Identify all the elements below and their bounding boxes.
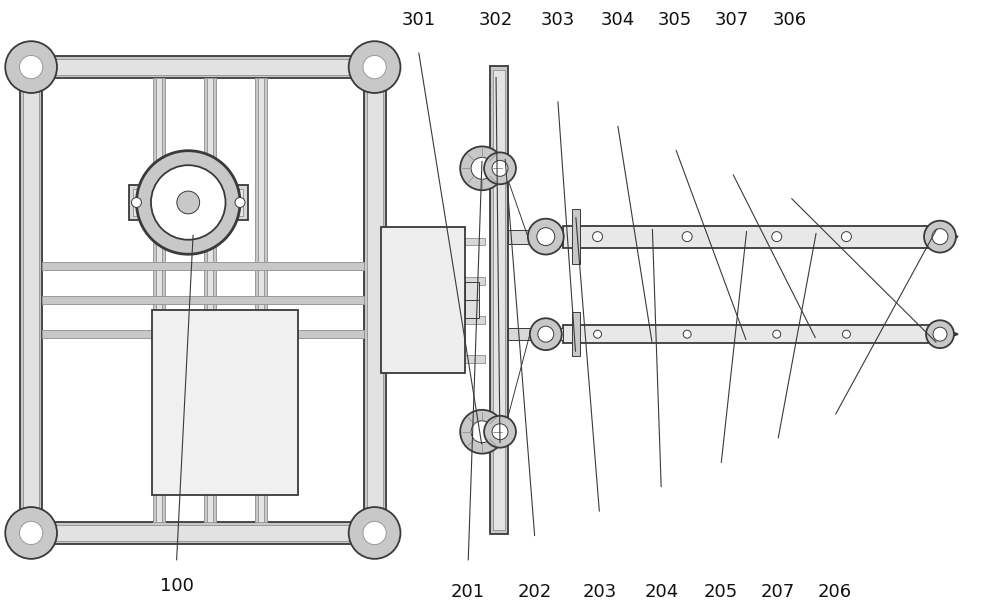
Bar xyxy=(508,230,563,243)
Text: 204: 204 xyxy=(644,583,678,601)
Bar xyxy=(563,326,933,343)
Bar xyxy=(129,185,248,221)
Circle shape xyxy=(349,507,400,559)
Circle shape xyxy=(842,330,850,338)
Circle shape xyxy=(460,410,504,454)
Bar xyxy=(152,310,298,495)
Circle shape xyxy=(682,232,692,242)
Circle shape xyxy=(5,41,57,93)
Bar xyxy=(386,237,485,245)
Circle shape xyxy=(528,219,564,254)
Circle shape xyxy=(926,320,954,348)
Circle shape xyxy=(772,232,782,242)
Bar xyxy=(23,59,383,75)
Circle shape xyxy=(235,197,245,207)
Circle shape xyxy=(19,521,43,544)
Circle shape xyxy=(471,158,493,179)
Bar xyxy=(20,56,386,78)
Text: 303: 303 xyxy=(541,10,575,29)
Text: 205: 205 xyxy=(704,583,738,601)
Bar xyxy=(20,78,42,522)
Text: 203: 203 xyxy=(582,583,617,601)
Polygon shape xyxy=(933,326,958,343)
Text: 301: 301 xyxy=(401,10,435,29)
Bar xyxy=(23,78,39,522)
Bar xyxy=(508,328,563,340)
Bar xyxy=(465,283,479,300)
Bar xyxy=(465,300,479,318)
Circle shape xyxy=(363,521,386,544)
Text: 201: 201 xyxy=(451,583,485,601)
Circle shape xyxy=(19,55,43,78)
Bar xyxy=(153,78,165,522)
Text: 207: 207 xyxy=(761,583,795,601)
Circle shape xyxy=(593,232,603,242)
Bar xyxy=(563,226,933,248)
Bar xyxy=(493,70,505,530)
Circle shape xyxy=(683,330,691,338)
Circle shape xyxy=(492,161,508,177)
Bar xyxy=(572,312,580,356)
Bar xyxy=(156,78,162,522)
Circle shape xyxy=(177,191,200,214)
Bar xyxy=(133,189,243,216)
Circle shape xyxy=(5,507,57,559)
Circle shape xyxy=(933,327,947,341)
Bar xyxy=(42,296,364,304)
Bar xyxy=(23,525,383,541)
Circle shape xyxy=(924,221,956,253)
Bar xyxy=(386,354,485,362)
Circle shape xyxy=(932,229,948,245)
Bar xyxy=(42,330,364,338)
Bar xyxy=(386,316,485,324)
Circle shape xyxy=(538,326,554,342)
Bar xyxy=(572,209,580,264)
Circle shape xyxy=(773,330,781,338)
Circle shape xyxy=(460,147,504,190)
Text: 307: 307 xyxy=(715,10,749,29)
Circle shape xyxy=(484,416,516,447)
Text: 100: 100 xyxy=(160,577,193,595)
Circle shape xyxy=(131,197,141,207)
Circle shape xyxy=(484,153,516,185)
Text: 306: 306 xyxy=(773,10,807,29)
Bar xyxy=(381,227,465,373)
Bar xyxy=(364,78,386,522)
Text: 304: 304 xyxy=(600,10,635,29)
Circle shape xyxy=(841,232,851,242)
Bar xyxy=(20,522,386,544)
Bar xyxy=(204,78,216,522)
Circle shape xyxy=(537,227,555,246)
Polygon shape xyxy=(933,226,958,248)
Circle shape xyxy=(136,151,240,254)
Text: 202: 202 xyxy=(518,583,552,601)
Text: 206: 206 xyxy=(817,583,852,601)
Bar xyxy=(255,78,267,522)
Circle shape xyxy=(151,165,226,240)
Circle shape xyxy=(492,424,508,440)
Circle shape xyxy=(530,318,562,350)
Circle shape xyxy=(594,330,602,338)
Bar xyxy=(386,276,485,284)
Circle shape xyxy=(363,55,386,78)
Circle shape xyxy=(471,421,493,443)
Circle shape xyxy=(349,41,400,93)
Bar xyxy=(490,66,508,534)
Bar xyxy=(207,78,213,522)
Text: 305: 305 xyxy=(658,10,692,29)
Bar xyxy=(42,262,364,270)
Text: 302: 302 xyxy=(479,10,513,29)
Bar xyxy=(258,78,264,522)
Bar xyxy=(367,78,383,522)
